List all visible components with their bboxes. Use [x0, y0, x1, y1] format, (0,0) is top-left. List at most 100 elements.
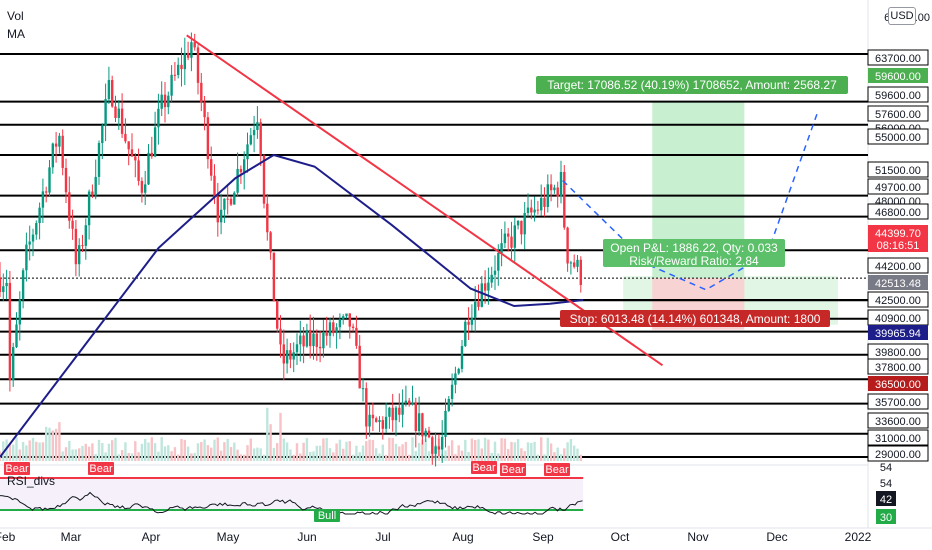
candle-body: [295, 344, 299, 353]
time-axis-label: Jun: [297, 530, 316, 544]
volume-bar: [305, 438, 309, 461]
candle-body: [249, 135, 252, 145]
volume-bar: [203, 439, 206, 461]
candle-body: [289, 350, 292, 360]
volume-bar: [157, 451, 160, 461]
candle-body: [262, 155, 266, 204]
candle-body: [404, 400, 408, 404]
candle-body: [309, 329, 312, 347]
price-tag-box: [867, 445, 929, 462]
price-tag-box: [867, 412, 929, 429]
candle-body: [107, 80, 111, 100]
volume-bar: [391, 437, 394, 461]
volume-bar: [500, 438, 503, 461]
candle-body: [431, 437, 434, 454]
candle-body: [543, 197, 546, 207]
volume-bar: [114, 437, 117, 461]
candle-body: [15, 324, 18, 348]
volume-bar: [510, 441, 513, 461]
projection-path: [562, 109, 820, 291]
volume-bar: [342, 448, 345, 461]
candle-body: [180, 64, 183, 70]
volume-bar: [312, 451, 315, 461]
candle-body: [408, 400, 411, 405]
candle-body: [117, 108, 120, 118]
candle-body: [190, 42, 193, 58]
rsi-legend[interactable]: RSI_divs: [7, 474, 56, 488]
candle-body: [322, 331, 325, 349]
candle-body: [213, 175, 216, 197]
volume-bar: [285, 442, 289, 461]
candle-body: [371, 414, 375, 419]
currency-button[interactable]: USD: [888, 7, 916, 25]
candle-body: [219, 209, 223, 223]
candle-body: [246, 144, 249, 160]
volume-bar: [292, 454, 295, 461]
volume-bar: [371, 439, 375, 461]
candle-body: [74, 228, 78, 265]
candle-body: [378, 420, 381, 422]
candle-body: [579, 259, 582, 285]
volume-bar: [417, 442, 421, 461]
volume-bar: [196, 443, 200, 461]
candle-body: [345, 313, 348, 317]
candle-body: [239, 168, 243, 173]
candle-body: [302, 335, 305, 347]
candle-body: [252, 129, 256, 136]
price-tag-box: [867, 257, 929, 274]
candle-body: [120, 108, 124, 134]
candle-body: [447, 398, 450, 411]
volume-bar: [140, 443, 144, 461]
rsi-axis-label: 54: [880, 462, 892, 474]
candle-body: [414, 402, 417, 432]
volume-bar: [269, 424, 272, 461]
candle-body: [51, 143, 54, 168]
candle-body: [318, 346, 322, 349]
price-tag: 33600.00: [875, 416, 921, 428]
candle-body: [312, 333, 315, 347]
candle-body: [398, 407, 401, 415]
candle-body: [510, 236, 513, 248]
candle-body: [229, 198, 233, 205]
candle-body: [206, 117, 210, 160]
candle-body: [450, 384, 454, 399]
volume-bar: [516, 439, 520, 461]
divergence-label: Bear: [5, 463, 29, 475]
candle-body: [170, 74, 173, 96]
volume-bar: [447, 445, 450, 461]
candle-body: [140, 180, 144, 193]
candle-body: [97, 143, 101, 177]
candle-body: [48, 167, 51, 193]
volume-bar: [111, 440, 114, 461]
candle-body: [78, 245, 81, 265]
volume-bar: [318, 445, 322, 461]
ma-legend[interactable]: MA: [7, 27, 25, 41]
volume-bar: [569, 438, 573, 461]
pnl-label-box: [603, 239, 785, 267]
volume-bar: [38, 442, 41, 461]
volume-bar: [368, 439, 371, 461]
candle-body: [480, 283, 483, 307]
candle-body: [259, 122, 262, 156]
volume-bar: [28, 440, 31, 461]
target-label-box: [536, 76, 848, 94]
price-tag: 51500.00: [875, 165, 921, 177]
candle-body: [470, 317, 474, 325]
candle-body: [25, 244, 28, 271]
volume-bar: [213, 439, 216, 461]
candle-body: [5, 282, 8, 287]
candle-body: [454, 373, 457, 385]
candle-body: [507, 233, 510, 237]
moving-average-line: [0, 153, 584, 458]
candle-body: [177, 64, 180, 75]
candle-body: [127, 141, 130, 150]
price-tag: 44200.00: [875, 261, 921, 273]
candle-body: [2, 286, 5, 293]
price-tag: 40900.00: [875, 313, 921, 325]
candle-body: [167, 95, 170, 108]
rsi-axis-label: 54: [880, 478, 892, 490]
volume-bar: [474, 439, 477, 461]
candle-body: [401, 403, 404, 415]
vol-legend[interactable]: Vol: [7, 9, 24, 23]
